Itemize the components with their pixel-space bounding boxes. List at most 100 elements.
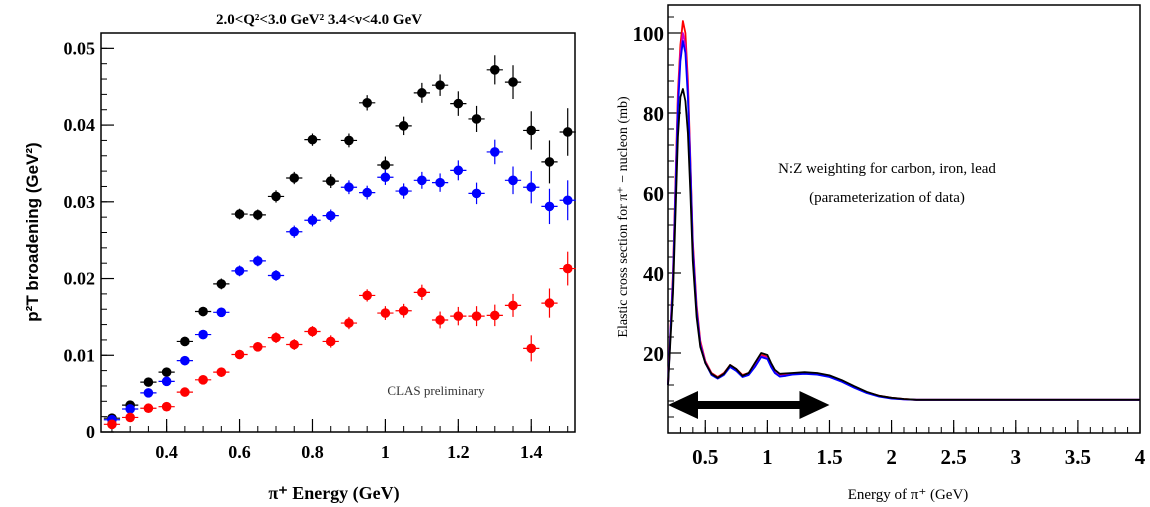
- left-x-axis-label: π⁺ Energy (GeV): [268, 483, 399, 504]
- left-data-point: [234, 209, 245, 219]
- left-data-point: [362, 187, 372, 198]
- left-data-point: [508, 175, 518, 186]
- right-plot-frame: [667, 4, 1141, 434]
- left-data-point: [544, 157, 555, 167]
- left-data-point: [180, 387, 190, 397]
- right-curve: [667, 32, 1140, 401]
- left-data-point: [289, 226, 300, 237]
- right-annotation-line-2: (parameterization of data): [809, 190, 965, 206]
- left-data-point: [471, 311, 482, 321]
- right-x-tick-label: 1: [762, 445, 773, 469]
- left-data-point: [453, 98, 464, 109]
- left-data-point: [489, 65, 500, 75]
- left-y-tick-label: 0.01: [64, 345, 96, 365]
- left-data-point: [562, 195, 573, 206]
- left-data-point: [234, 266, 245, 276]
- left-data-point: [307, 326, 318, 337]
- left-data-point: [216, 307, 227, 318]
- left-data-point: [161, 367, 172, 377]
- right-x-tick-label: 3: [1011, 445, 1022, 469]
- left-data-point: [344, 318, 354, 328]
- right-x-tick-label: 1.5: [816, 445, 842, 469]
- left-y-axis-label: p²T broadening (GeV²): [23, 142, 42, 321]
- left-data-point: [252, 210, 263, 220]
- right-y-axis-label: Elastic cross section for π⁺ − nucleon (…: [616, 96, 631, 338]
- right-x-tick-label: 4: [1135, 445, 1146, 469]
- left-data-point: [417, 88, 427, 98]
- left-data-point: [307, 215, 318, 226]
- left-data-point: [344, 182, 354, 193]
- left-data-point: [307, 134, 318, 145]
- left-data-point: [489, 147, 500, 157]
- left-data-point: [435, 177, 445, 188]
- left-data-point: [198, 375, 208, 385]
- left-y-tick-label: 0.02: [64, 269, 96, 289]
- left-data-point: [526, 343, 537, 354]
- left-y-axis: 0 0.01 0.02 0.03 0.04 0.05: [64, 32, 114, 442]
- left-data-point: [161, 376, 172, 387]
- left-data-point: [380, 172, 391, 183]
- left-y-tick-label: 0.05: [64, 38, 96, 58]
- left-y-tick-label: 0.03: [64, 192, 96, 212]
- left-data-point: [143, 377, 154, 387]
- left-chart-title: 2.0<Q²<3.0 GeV² 3.4<ν<4.0 GeV: [216, 12, 422, 28]
- left-data-point: [125, 412, 135, 423]
- left-data-point: [234, 349, 245, 360]
- left-data-point: [435, 80, 445, 90]
- left-x-tick-label: 1.4: [520, 442, 543, 462]
- left-data-point: [344, 135, 354, 146]
- left-data-point: [198, 306, 208, 317]
- left-chart: 2.0<Q²<3.0 GeV² 3.4<ν<4.0 GeV 0.4 0.6 0.8 1…: [23, 12, 576, 504]
- left-data-point: [180, 336, 190, 347]
- left-data-point: [435, 315, 445, 325]
- left-data-point: [143, 403, 154, 414]
- left-data-point: [180, 355, 190, 366]
- left-data-point: [471, 188, 482, 199]
- left-data-point: [417, 175, 427, 186]
- left-data-point: [289, 339, 300, 350]
- left-data-point: [508, 77, 518, 87]
- double-arrow: [668, 391, 830, 419]
- left-x-tick-label: 1: [381, 442, 390, 462]
- left-data-point: [271, 332, 281, 343]
- left-data-point: [216, 367, 227, 377]
- right-y-tick-label: 60: [643, 182, 664, 206]
- left-data-point: [544, 201, 555, 212]
- left-data-point: [216, 279, 227, 289]
- right-x-axis: 0.5 1 1.5 2 2.5 3 3.5 4: [679, 420, 1146, 469]
- left-data-point: [380, 308, 391, 318]
- left-data-point: [544, 298, 555, 308]
- left-data-point: [325, 176, 336, 186]
- left-data-point: [489, 310, 500, 321]
- right-curve: [667, 20, 1140, 401]
- right-x-tick-label: 2.5: [941, 445, 967, 469]
- right-data-lines: [667, 20, 1140, 401]
- left-data-point: [271, 191, 281, 202]
- right-annotation-line-1: N:Z weighting for carbon, iron, lead: [778, 161, 996, 177]
- right-curve: [667, 40, 1140, 401]
- left-x-tick-label: 0.4: [155, 442, 178, 462]
- left-annotation: CLAS preliminary: [387, 383, 485, 398]
- left-data-point: [526, 182, 537, 193]
- left-data-point: [362, 98, 372, 108]
- right-curve: [667, 88, 1140, 401]
- left-data-point: [143, 388, 154, 398]
- left-data-point: [562, 127, 573, 137]
- left-x-tick-label: 0.6: [228, 442, 251, 462]
- left-data-point: [453, 165, 464, 176]
- right-x-axis-label: Energy of π⁺ (GeV): [848, 487, 969, 503]
- left-data-point: [398, 186, 409, 196]
- left-data-point: [453, 311, 464, 321]
- left-data-point: [161, 401, 172, 412]
- right-chart: 0.5 1 1.5 2 2.5 3 3.5 4 20 40 60 80 100 N:Z weighti…: [616, 4, 1146, 503]
- left-y-tick-label: 0: [86, 422, 95, 442]
- left-data-point: [271, 270, 281, 281]
- right-x-tick-label: 2: [886, 445, 897, 469]
- left-data-point: [398, 121, 409, 131]
- left-data-point: [325, 210, 336, 221]
- left-data-point: [198, 329, 208, 340]
- left-data-point: [362, 290, 372, 301]
- left-data-point: [417, 287, 427, 298]
- right-y-tick-label: 100: [633, 22, 665, 46]
- right-y-tick-label: 80: [643, 102, 664, 126]
